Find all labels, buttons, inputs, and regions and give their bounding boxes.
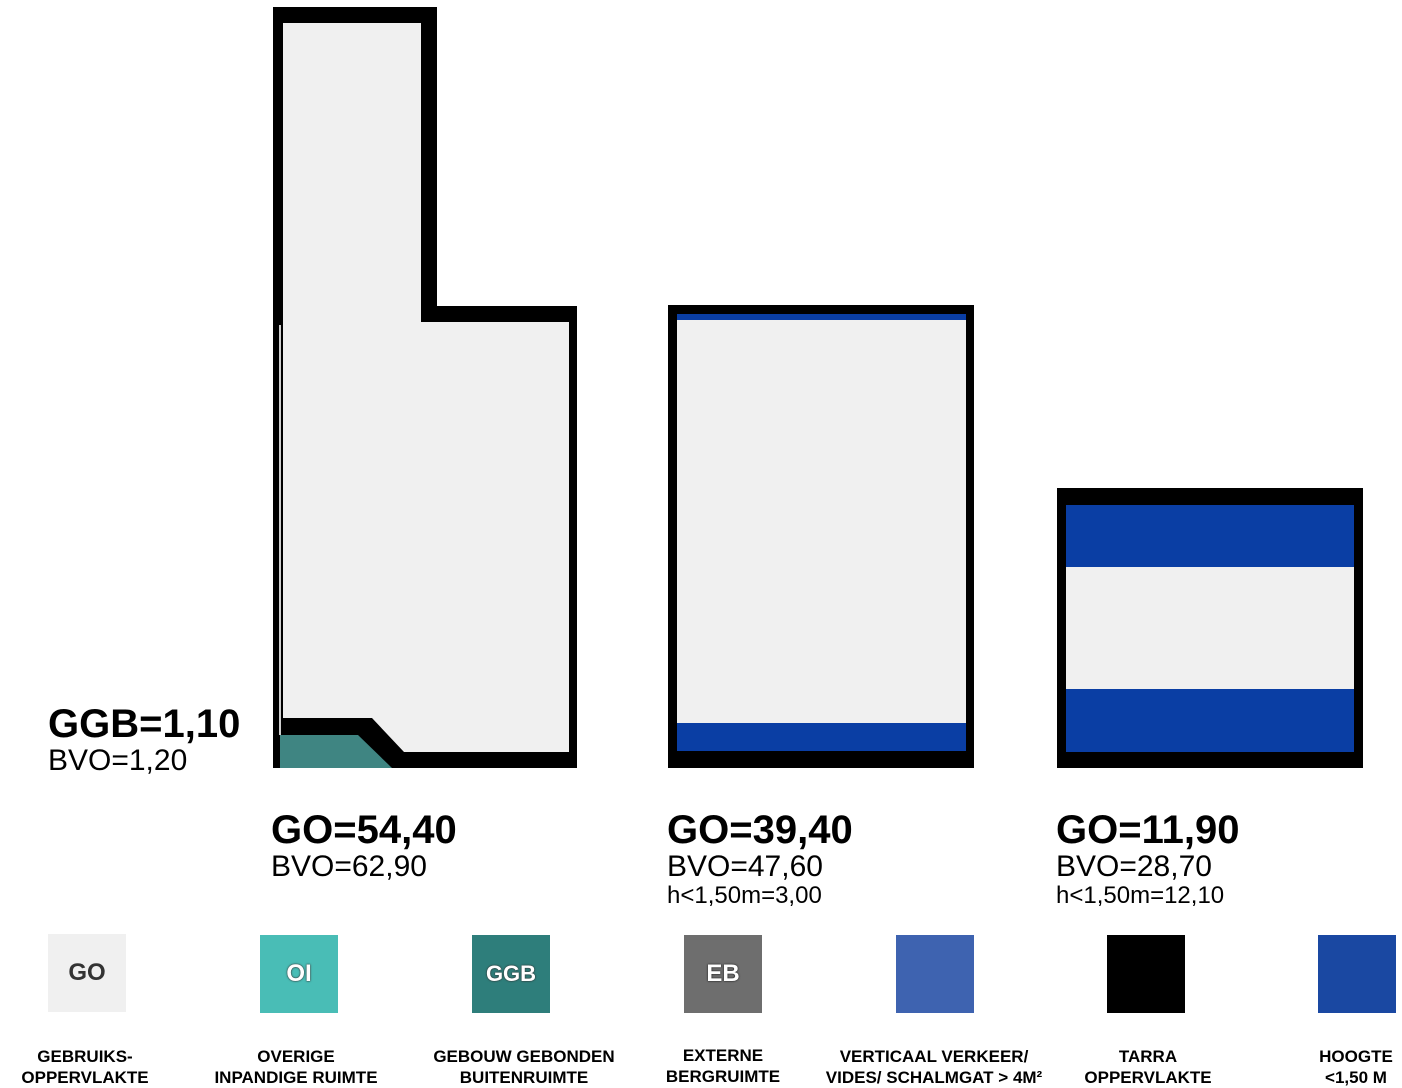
legend-label-oi: OVERIGE INPANDIGE RUIMTE (171, 1046, 421, 1088)
legend-ggb-line2: BUITENRUIMTE (459, 1068, 589, 1087)
room-1-go-area (283, 23, 569, 752)
oi-swatch: OI (260, 935, 338, 1013)
legend-verkeer-line2: VIDES/ SCHALMGAT > 4M² (825, 1068, 1043, 1087)
legend-eb-line1: EXTERNE (682, 1046, 764, 1065)
room-1 (273, 7, 577, 768)
room-1-edge-line (279, 325, 281, 735)
room-2-top-low-band (677, 314, 966, 320)
legend-label-verkeer: VERTICAAL VERKEER/ VIDES/ SCHALMGAT > 4M… (809, 1046, 1059, 1088)
legend-tarra-line2: OPPERVLAKTE (1084, 1068, 1212, 1087)
room-3 (1057, 488, 1363, 768)
verkeer-swatch (896, 935, 974, 1013)
legend-label-tarra: TARRA OPPERVLAKTE (1023, 1046, 1273, 1088)
legend-ggb-line1: GEBOUW GEBONDEN (433, 1047, 615, 1066)
room-1-area-label: GO=54,40 BVO=62,90 (271, 810, 457, 882)
go-swatch-code: GO (68, 959, 106, 986)
eb-swatch: EB (684, 935, 762, 1013)
legend-verkeer-line1: VERTICAAL VERKEER/ (839, 1047, 1029, 1066)
room-3-area-label: GO=11,90 BVO=28,70 h<1,50m=12,10 (1056, 810, 1239, 908)
legend-oi-line2: INPANDIGE RUIMTE (214, 1068, 378, 1087)
room-2-go-value: GO=39,40 (667, 808, 853, 852)
room-1-ggb-area (280, 735, 392, 768)
legend-label-ggb: GEBOUW GEBONDEN BUITENRUIMTE (399, 1046, 649, 1088)
legend-hoogte-line2: <1,50 M (1325, 1068, 1387, 1087)
ggb-swatch: GGB (472, 935, 550, 1013)
room-1-bvo-value: BVO=62,90 (271, 850, 427, 883)
ggb-area-label: GGB=1,10 BVO=1,20 (48, 704, 240, 776)
hoogte-swatch (1318, 935, 1396, 1013)
tarra-swatch (1107, 935, 1185, 1013)
ggb-bvo-value: BVO=1,20 (48, 744, 188, 777)
room-2-bvo-value: BVO=47,60 (667, 850, 823, 883)
eb-swatch-code: EB (706, 960, 740, 987)
go-swatch: GO (48, 934, 126, 1012)
legend-hoogte-line1: HOOGTE (1319, 1047, 1393, 1066)
legend-go-line1: GEBRUIKS- (37, 1047, 133, 1066)
ggb-value: GGB=1,10 (48, 702, 241, 746)
oi-swatch-code: OI (286, 960, 312, 987)
room-1-go-value: GO=54,40 (271, 808, 457, 852)
legend-eb-line2: BERGRUIMTE (665, 1067, 781, 1086)
ggb-swatch-code: GGB (485, 961, 537, 986)
legend-label-hoogte: HOOGTE <1,50 M (1231, 1046, 1402, 1088)
legend-label-go: GEBRUIKS- OPPERVLAKTE (0, 1046, 210, 1088)
room-2 (668, 305, 974, 768)
legend-tarra-line1: TARRA (1118, 1047, 1178, 1066)
room-2-area-label: GO=39,40 BVO=47,60 h<1,50m=3,00 (667, 810, 853, 908)
legend-oi-line1: OVERIGE (257, 1047, 335, 1066)
room-2-bottom-low-band (677, 723, 966, 751)
legend-go-line2: OPPERVLAKTE (21, 1068, 149, 1087)
room-3-bvo-value: BVO=28,70 (1056, 850, 1212, 883)
room-3-top-low-band (1066, 505, 1354, 567)
room-3-bottom-low-band (1066, 689, 1354, 752)
room-2-low-height-value: h<1,50m=3,00 (667, 882, 822, 909)
room-3-go-value: GO=11,90 (1056, 808, 1240, 852)
room-3-low-height-value: h<1,50m=12,10 (1056, 882, 1225, 909)
room-2-go-area (677, 314, 966, 751)
legend-label-eb: EXTERNE BERGRUIMTE (598, 1045, 848, 1087)
